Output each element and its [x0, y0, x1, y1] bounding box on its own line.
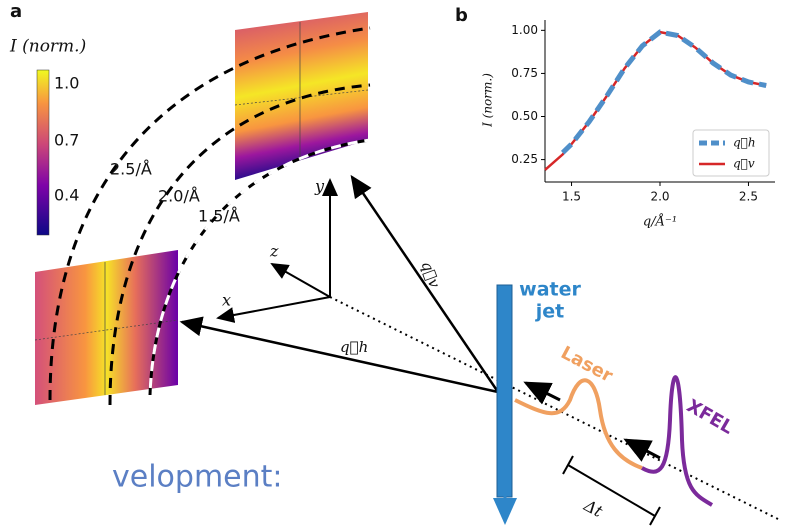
laser-pulse: [514, 378, 643, 470]
vector-qv: [350, 174, 500, 393]
axis-label: y: [314, 177, 325, 196]
y-tick-label: 0.50: [511, 109, 538, 123]
colorbar-tick: 0.4: [54, 186, 79, 205]
x-tick-label: 2.0: [650, 190, 669, 204]
x-tick-label: 1.5: [562, 190, 581, 204]
ring-label: 1.5/Å: [198, 207, 240, 226]
xfel-pulse: [641, 375, 714, 507]
axis-label: x: [222, 291, 231, 310]
colorbar-label: I (norm.): [9, 37, 86, 57]
inset-chart: b I (norm.) q/Å⁻¹ 0.25 0.50 0.75 1.00 1.5 2.0…: [455, 5, 775, 230]
x-tick-label: 2.5: [739, 190, 758, 204]
crosshair: [34, 319, 179, 341]
legend-label: q⃗v: [733, 157, 755, 171]
vector-qh: [179, 316, 499, 394]
series-line: [560, 29, 767, 155]
panel-label: a: [10, 1, 22, 22]
vector-label: q⃗h: [340, 338, 368, 356]
delay-label: Δt: [580, 495, 606, 521]
ring-label: 2.0/Å: [158, 187, 200, 206]
jet-label: water: [519, 279, 581, 301]
colorbar: [36, 69, 50, 236]
axis-arrow: [270, 263, 331, 298]
vector-label: q⃗v: [417, 259, 443, 291]
y-axis-label: I (norm.): [481, 73, 495, 128]
panel-label: b: [455, 5, 468, 26]
colorbar-tick: 0.7: [54, 131, 79, 150]
legend-box: [692, 129, 770, 177]
delay-bar: [649, 506, 661, 526]
ring-label: 2.5/Å: [110, 160, 152, 179]
delay-bar: [567, 464, 656, 517]
axis-arrow: [216, 296, 331, 323]
heatmap-top: [235, 12, 368, 180]
y-tick-label: 0.25: [511, 152, 538, 166]
axis-label: z: [269, 242, 279, 261]
caption-fragment: velopment:: [112, 460, 283, 495]
y-tick-label: 0.75: [511, 66, 538, 80]
x-axis-label: q/Å⁻¹: [643, 214, 677, 230]
heatmap-left: [35, 250, 178, 405]
delay-bar: [562, 455, 574, 475]
jet-label: jet: [535, 301, 564, 323]
legend-label: q⃗h: [733, 136, 756, 150]
y-tick-label: 1.00: [511, 23, 538, 37]
ring: [108, 83, 371, 406]
direction-arrow: [523, 381, 561, 405]
xfel-label: XFEL: [683, 395, 737, 438]
water-jet: [496, 284, 513, 498]
ring: [148, 138, 371, 396]
colorbar-tick: 1.0: [54, 74, 79, 93]
direction-arrow: [623, 438, 661, 462]
